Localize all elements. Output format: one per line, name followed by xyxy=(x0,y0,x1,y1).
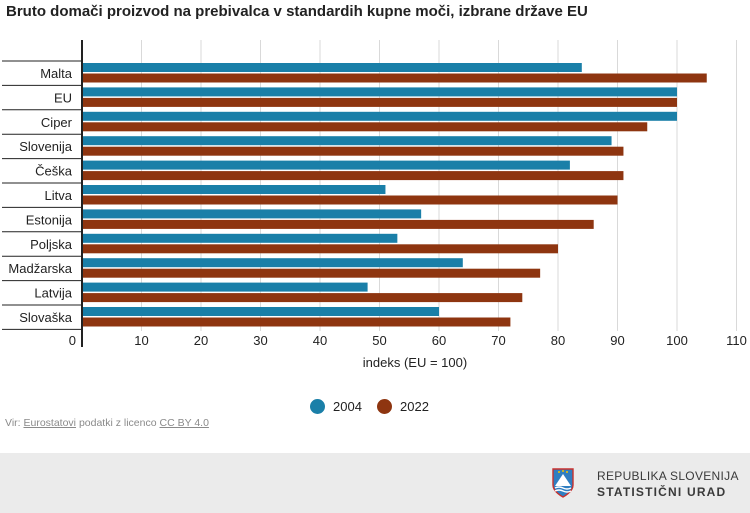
bar-2004-eu[interactable] xyxy=(82,87,677,97)
bar-2004-poljska[interactable] xyxy=(82,233,398,243)
chart-title: Bruto domači proizvod na prebivalca v st… xyxy=(6,3,588,20)
slovenia-coat-of-arms-icon xyxy=(552,468,574,498)
x-tick-label: 10 xyxy=(134,333,148,348)
legend-item-2004[interactable]: 2004 xyxy=(310,399,362,414)
bar-2004-slovenija[interactable] xyxy=(82,136,612,146)
eurostat-link[interactable]: Eurostatovi xyxy=(23,417,77,429)
category-label: Češka xyxy=(35,164,73,179)
bar-2004-ciper[interactable] xyxy=(82,111,677,121)
bar-2022-slovenija[interactable] xyxy=(82,146,624,156)
category-label: EU xyxy=(54,90,72,105)
category-label: Litva xyxy=(45,188,73,203)
source-middle: podatki z licenco xyxy=(78,417,157,429)
legend-item-2022[interactable]: 2022 xyxy=(377,399,429,414)
category-label: Estonija xyxy=(26,212,73,227)
category-label: Slovaška xyxy=(19,310,73,325)
x-tick-label: 30 xyxy=(253,333,267,348)
x-tick-label: 40 xyxy=(313,333,327,348)
legend-label-2022: 2022 xyxy=(400,399,429,414)
x-tick-label: 20 xyxy=(194,333,208,348)
bar-2004-latvija[interactable] xyxy=(82,282,368,292)
x-tick-label: 0 xyxy=(69,333,76,348)
x-tick-label: 70 xyxy=(491,333,505,348)
bar-2022-estonija[interactable] xyxy=(82,219,594,229)
logo-line-1: REPUBLIKA SLOVENIJA xyxy=(597,469,739,483)
bar-2004-malta[interactable] xyxy=(82,63,582,72)
category-label: Latvija xyxy=(34,286,72,301)
category-label: Madžarska xyxy=(8,261,72,276)
category-label: Malta xyxy=(40,66,73,81)
bar-2004-madžarska[interactable] xyxy=(82,258,463,268)
logo-text: REPUBLIKA SLOVENIJA STATISTIČNI URAD xyxy=(597,468,739,500)
bar-2004-slovaška[interactable] xyxy=(82,307,439,316)
category-label: Ciper xyxy=(41,115,73,130)
legend-dot-2022 xyxy=(377,399,392,414)
bar-2022-češka[interactable] xyxy=(82,171,624,181)
x-axis-title: indeks (EU = 100) xyxy=(363,355,467,370)
x-tick-label: 50 xyxy=(372,333,386,348)
bar-2004-estonija[interactable] xyxy=(82,209,422,219)
bar-2004-češka[interactable] xyxy=(82,160,570,170)
bar-chart: 0 10 20 30 40 50 60 70 80 90 100 110 Malta EU Ciper Slo… xyxy=(2,40,747,370)
legend-dot-2004 xyxy=(310,399,325,414)
x-tick-label: 80 xyxy=(551,333,565,348)
source-note: Vir: Eurostatovi podatki z licenco CC BY… xyxy=(5,417,209,429)
category-label: Poljska xyxy=(30,237,73,252)
bar-2022-latvija[interactable] xyxy=(82,293,523,303)
bar-2022-madžarska[interactable] xyxy=(82,268,541,278)
bar-2022-slovaška[interactable] xyxy=(82,317,511,327)
bar-2022-malta[interactable] xyxy=(82,73,707,83)
x-tick-label: 100 xyxy=(666,333,688,348)
bar-2022-ciper[interactable] xyxy=(82,122,648,132)
x-tick-label: 60 xyxy=(432,333,446,348)
bar-2022-litva[interactable] xyxy=(82,195,618,205)
footer-bar xyxy=(0,453,750,513)
x-tick-label: 110 xyxy=(726,333,747,348)
source-prefix: Vir: xyxy=(5,417,21,429)
bar-2022-eu[interactable] xyxy=(82,97,677,107)
license-link[interactable]: CC BY 4.0 xyxy=(159,417,209,429)
category-label: Slovenija xyxy=(19,139,73,154)
x-tick-label: 90 xyxy=(610,333,624,348)
bar-2004-litva[interactable] xyxy=(82,185,386,194)
legend-label-2004: 2004 xyxy=(333,399,362,414)
bar-2022-poljska[interactable] xyxy=(82,244,558,254)
logo-line-2: STATISTIČNI URAD xyxy=(597,485,727,499)
